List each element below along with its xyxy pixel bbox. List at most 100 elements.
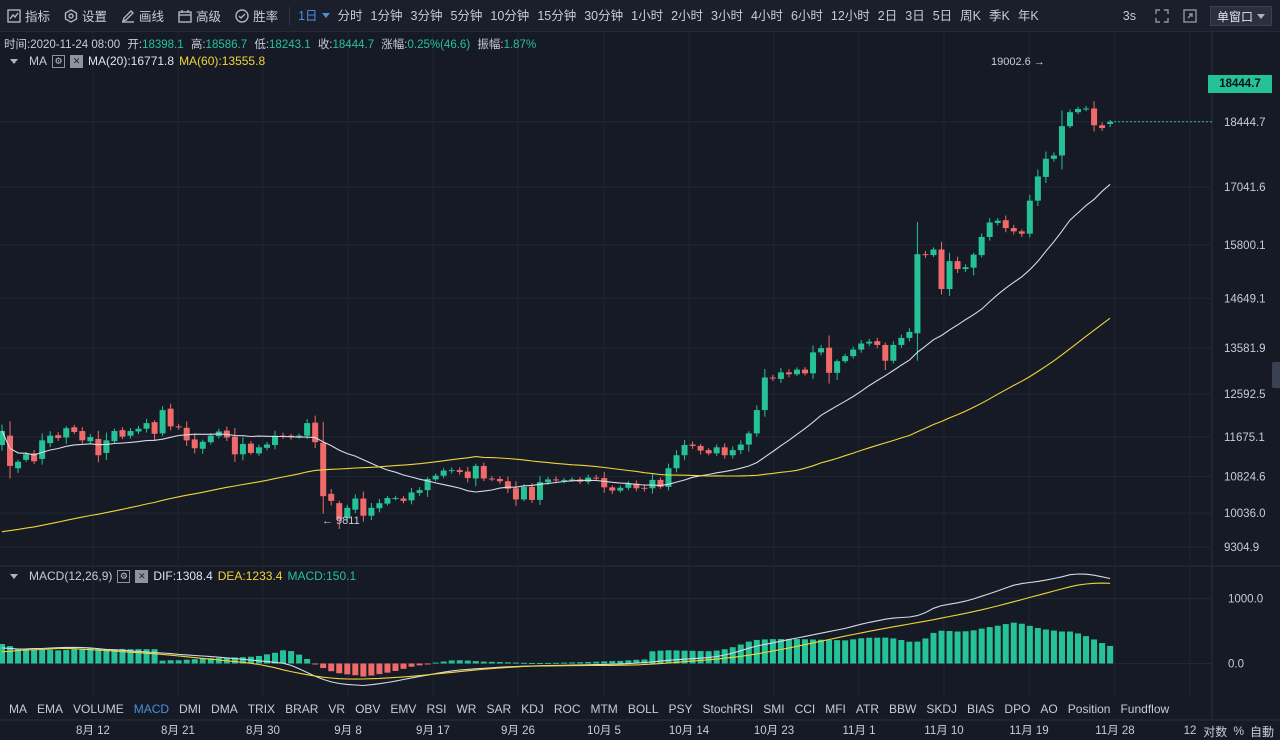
interval-item[interactable]: 30分钟	[584, 8, 624, 23]
macd-histogram-bar	[545, 662, 552, 664]
indicator-tab[interactable]: BIAS	[967, 702, 995, 716]
interval-item[interactable]: 周K	[960, 8, 981, 23]
macd-tick-label: 0.0	[1228, 659, 1244, 671]
refresh-interval[interactable]: 3s	[1122, 9, 1136, 23]
winrate-label: 胜率	[253, 10, 279, 24]
indicator-tab[interactable]: SKDJ	[926, 702, 958, 716]
candle-body	[175, 426, 182, 428]
macd-histogram-bar	[601, 661, 608, 664]
interval-item[interactable]: 1小时	[631, 8, 664, 23]
candle-body	[1083, 108, 1090, 110]
ma-close-icon[interactable]: ✕	[70, 54, 83, 68]
interval-item[interactable]: 季K	[989, 8, 1010, 23]
collapse-icon[interactable]	[10, 573, 18, 579]
indicator-tab[interactable]: MA	[9, 702, 27, 716]
indicator-tab[interactable]: BBW	[889, 702, 917, 716]
macd-histogram-bar	[850, 639, 857, 664]
indicator-tab[interactable]: WR	[456, 702, 477, 716]
interval-item[interactable]: 15分钟	[537, 8, 577, 23]
interval-active[interactable]: 1日	[294, 0, 333, 32]
interval-item[interactable]: 12小时	[830, 8, 870, 23]
winrate-tool[interactable]: 胜率	[228, 0, 285, 32]
indicator-tab[interactable]: CCI	[794, 702, 816, 716]
indicator-tab[interactable]: BRAR	[285, 702, 319, 716]
indicator-tab[interactable]: ROC	[553, 702, 581, 716]
indicator-tab[interactable]: MTM	[590, 702, 618, 716]
price-tick-label: 14649.1	[1224, 293, 1266, 305]
price-tick-label: 10036.0	[1224, 508, 1266, 520]
indicator-tab[interactable]: SMI	[763, 702, 785, 716]
percent-scale-toggle[interactable]: %	[1233, 724, 1244, 738]
indicator-tab[interactable]: RSI	[426, 702, 447, 716]
indicator-tab-active[interactable]: MACD	[133, 702, 170, 716]
indicator-tab[interactable]: EMV	[390, 702, 417, 716]
interval-item[interactable]: 3分钟	[410, 8, 443, 23]
interval-item[interactable]: 1分钟	[370, 8, 403, 23]
indicator-tab[interactable]: VOLUME	[73, 702, 124, 716]
indicator-tab[interactable]: DPO	[1004, 702, 1031, 716]
indicator-tab[interactable]: ATR	[855, 702, 880, 716]
macd-histogram-bar	[1042, 629, 1049, 664]
macd-histogram-bar	[930, 632, 937, 664]
macd-histogram-bar	[199, 658, 206, 664]
fullscreen-button[interactable]	[1150, 0, 1174, 32]
advanced-icon	[178, 9, 192, 23]
log-scale-toggle[interactable]: 对数	[1203, 724, 1228, 739]
macd-close-icon[interactable]: ✕	[135, 569, 149, 583]
candle-body	[480, 465, 487, 479]
macd-histogram-bar	[496, 662, 503, 664]
indicator-tab[interactable]: Fundflow	[1120, 702, 1170, 716]
indicator-tab[interactable]: EMA	[37, 702, 64, 716]
indicator-tab[interactable]: TRIX	[247, 702, 276, 716]
settings-icon	[64, 8, 78, 23]
macd-histogram-bar	[938, 630, 945, 664]
macd-histogram-bar	[1002, 624, 1009, 664]
indicator-tool[interactable]: 指标	[0, 0, 57, 32]
interval-item[interactable]: 2小时	[671, 8, 704, 23]
macd-histogram-bar	[898, 640, 905, 664]
candle-body	[609, 487, 616, 491]
interval-item[interactable]: 分时	[337, 8, 363, 23]
auto-scale-toggle[interactable]: 自動	[1249, 724, 1274, 739]
interval-item[interactable]: 5分钟	[450, 8, 483, 23]
interval-item[interactable]: 年K	[1017, 8, 1039, 23]
interval-item[interactable]: 2日	[877, 8, 898, 23]
side-panel-handle[interactable]	[1272, 362, 1280, 388]
indicator-tab[interactable]: StochRSI	[702, 702, 754, 716]
interval-item[interactable]: 3日	[905, 8, 925, 23]
candle-body	[0, 431, 5, 445]
interval-item[interactable]: 5日	[932, 8, 953, 23]
indicator-tab[interactable]: MFI	[825, 702, 846, 716]
settings-tool[interactable]: 设置	[57, 0, 114, 32]
macd-histogram-bar	[239, 657, 246, 664]
popout-button[interactable]	[1178, 0, 1202, 32]
macd-settings-icon[interactable]: ⚙	[117, 569, 131, 583]
macd-histogram-bar	[255, 655, 262, 664]
candle-body	[1075, 108, 1082, 113]
draw-tool[interactable]: 画线	[114, 0, 171, 32]
macd-histogram-bar	[71, 649, 78, 664]
interval-item[interactable]: 6小时	[790, 8, 823, 23]
interval-item[interactable]: 4小时	[750, 8, 783, 23]
advanced-tool[interactable]: 高级	[171, 0, 228, 32]
indicator-tab[interactable]: BOLL	[627, 702, 659, 716]
window-select[interactable]: 单窗口	[1209, 6, 1272, 26]
candle-body	[135, 428, 142, 432]
interval-item[interactable]: 3小时	[711, 8, 743, 23]
macd-histogram-bar	[424, 663, 431, 665]
indicator-tab[interactable]: Position	[1067, 702, 1111, 716]
indicator-tab[interactable]: AO	[1040, 702, 1058, 716]
indicator-tab[interactable]: DMA	[211, 702, 238, 716]
indicator-tab[interactable]: OBV	[355, 702, 381, 716]
indicator-tab[interactable]: KDJ	[521, 702, 544, 716]
indicator-tab[interactable]: VR	[328, 702, 346, 716]
indicator-tab[interactable]: DMI	[179, 702, 202, 716]
price-tick-label: 18444.7	[1224, 117, 1266, 129]
indicator-tab[interactable]: PSY	[668, 702, 693, 716]
collapse-icon[interactable]	[10, 58, 18, 64]
interval-item[interactable]: 10分钟	[490, 8, 530, 23]
macd-histogram-bar	[858, 638, 865, 664]
ma-settings-icon[interactable]: ⚙	[52, 54, 65, 68]
indicator-tab[interactable]: SAR	[486, 702, 512, 716]
